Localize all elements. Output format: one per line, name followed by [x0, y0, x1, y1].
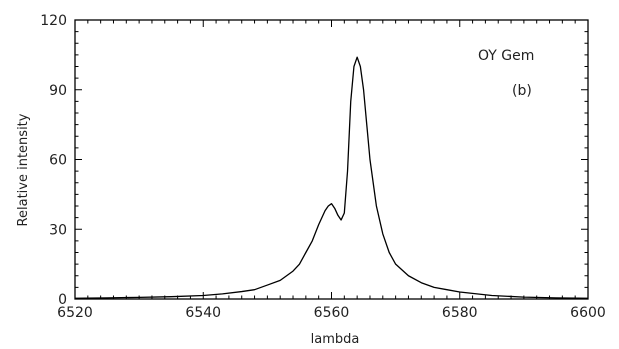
annotation-panel-label: (b) — [512, 83, 532, 99]
x-tick-label: 6540 — [185, 305, 221, 321]
x-axis-label: lambda — [311, 332, 360, 347]
y-tick-label: 90 — [49, 83, 67, 99]
y-tick-label: 30 — [49, 222, 67, 238]
y-tick-label: 60 — [49, 153, 67, 169]
y-tick-label: 0 — [58, 292, 67, 308]
series-line-0 — [74, 56, 589, 299]
x-tick-label: 6520 — [57, 305, 93, 321]
x-tick-label: 6600 — [570, 305, 606, 321]
x-tick-label: 6580 — [442, 305, 478, 321]
y-axis-label: Relative intensity — [16, 113, 31, 226]
x-tick-label: 6560 — [314, 305, 350, 321]
annotation-star-name: OY Gem — [478, 48, 534, 64]
y-tick-label: 120 — [40, 13, 67, 29]
